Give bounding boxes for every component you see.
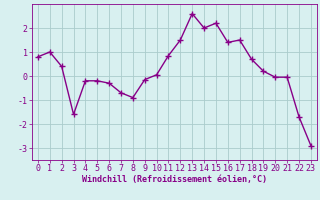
X-axis label: Windchill (Refroidissement éolien,°C): Windchill (Refroidissement éolien,°C) bbox=[82, 175, 267, 184]
